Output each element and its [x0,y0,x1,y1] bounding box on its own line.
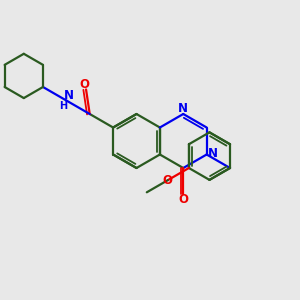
Text: O: O [178,193,188,206]
Text: O: O [80,77,89,91]
Text: N: N [64,88,74,102]
Text: N: N [178,101,188,115]
Text: N: N [208,147,218,161]
Text: H: H [59,101,67,111]
Text: O: O [163,174,173,187]
